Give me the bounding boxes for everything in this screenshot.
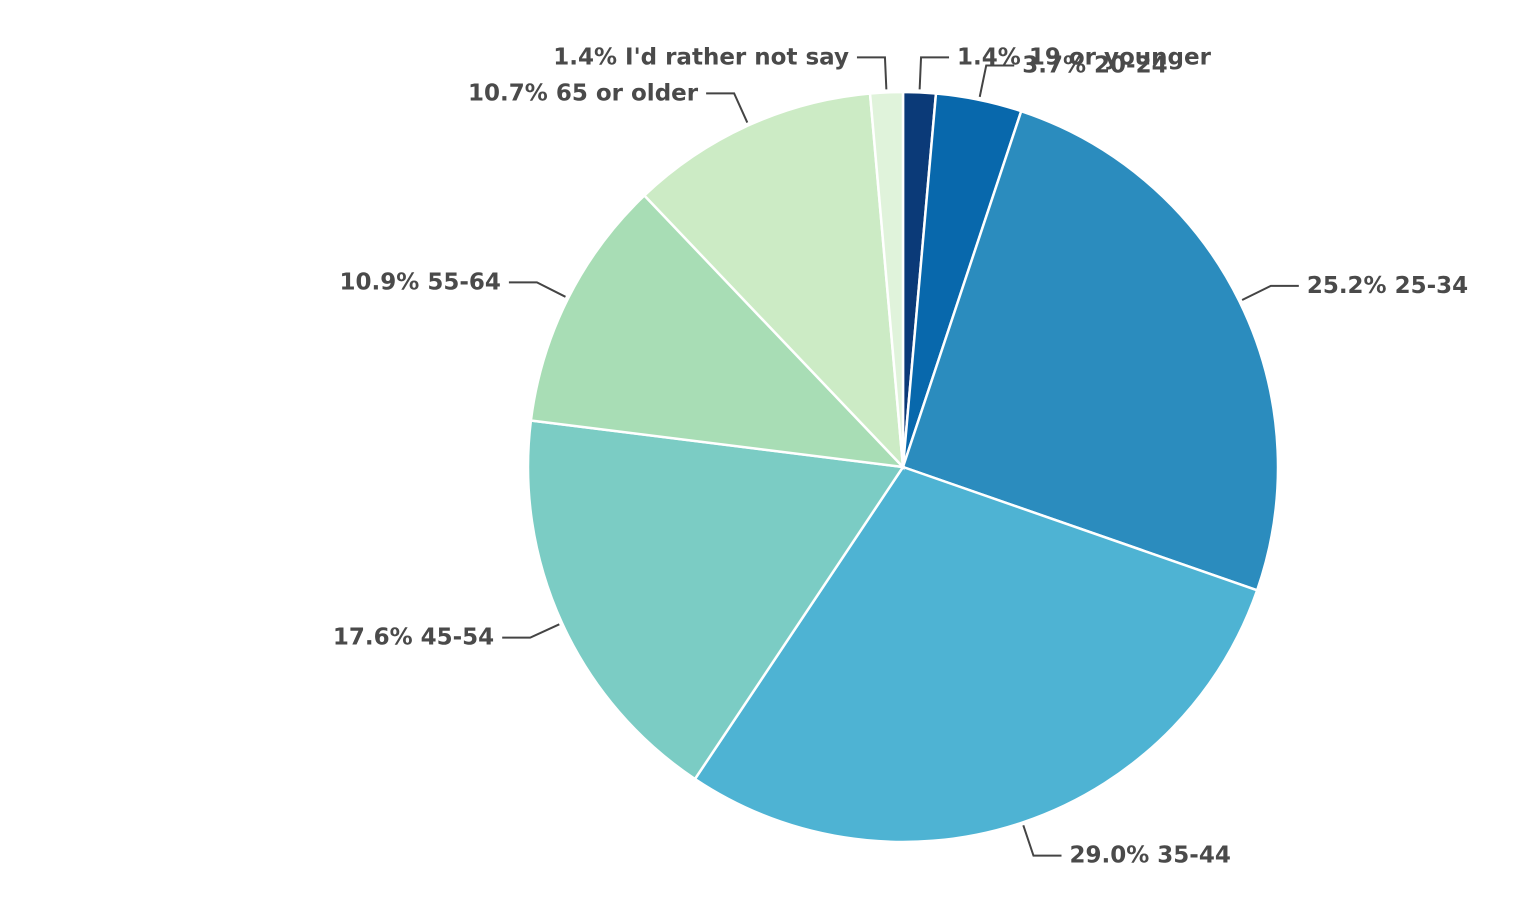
- slice-label: 29.0% 35-44: [1069, 842, 1230, 868]
- leader-line: [508, 281, 566, 298]
- slice-category-label: 45-54: [421, 624, 495, 650]
- slice-label: 10.7% 65 or older: [468, 80, 699, 106]
- pie-slice: [868, 90, 905, 468]
- slice-value-label: 17.6%: [333, 624, 413, 650]
- slice-label: 1.4% I'd rather not say: [553, 44, 849, 70]
- pie-slice: [526, 419, 906, 781]
- slice-value-label: 25.2%: [1307, 272, 1387, 298]
- leader-line: [856, 56, 888, 90]
- slice-value-label: 3.7%: [1022, 52, 1086, 78]
- slice-value-label: 10.9%: [340, 269, 420, 295]
- slice-value-label: 1.4%: [553, 44, 617, 70]
- slice-category-label: 35-44: [1157, 842, 1231, 868]
- slice-category-label: I'd rather not say: [625, 44, 849, 70]
- pie-slice: [693, 465, 1259, 844]
- slice-value-label: 10.7%: [468, 80, 548, 106]
- leader-line: [1022, 825, 1062, 857]
- leader-line: [706, 92, 749, 123]
- pie-slice: [642, 92, 905, 471]
- leader-line: [502, 623, 560, 639]
- leader-line: [1241, 284, 1299, 301]
- slice-category-label: 19 or younger: [1029, 44, 1212, 70]
- slice-category-label: 20-24: [1094, 52, 1168, 78]
- pie-slice: [901, 109, 1280, 592]
- pie-slice: [529, 193, 907, 469]
- slice-category-label: 25-34: [1395, 272, 1469, 298]
- slice-category-label: 55-64: [427, 269, 501, 295]
- slice-label: 10.9% 55-64: [340, 269, 501, 295]
- slice-label: 3.7% 20-24: [1022, 52, 1167, 78]
- slice-category-label: 65 or older: [556, 80, 699, 106]
- leader-line: [978, 64, 1015, 98]
- slice-label: 25.2% 25-34: [1307, 272, 1468, 298]
- slice-value-label: 29.0%: [1069, 842, 1149, 868]
- slice-label: 17.6% 45-54: [333, 624, 494, 650]
- leader-line: [918, 56, 950, 90]
